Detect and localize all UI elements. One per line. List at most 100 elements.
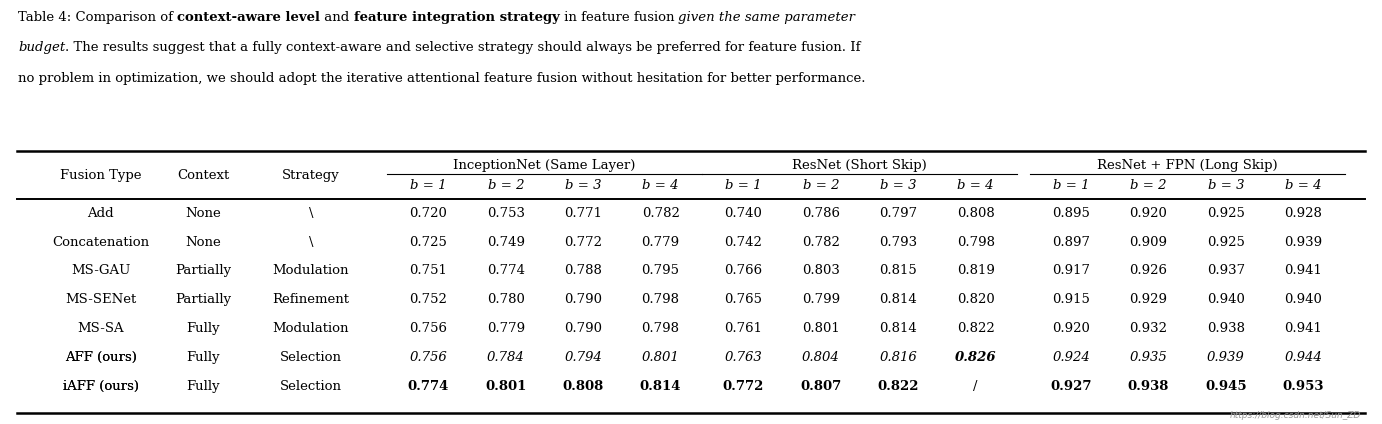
Text: 0.801: 0.801 [641,351,680,364]
Text: 0.779: 0.779 [641,236,680,248]
Text: b = 3: b = 3 [1208,179,1244,192]
Text: b = 3: b = 3 [565,179,601,192]
Text: 0.742: 0.742 [724,236,763,248]
Text: 0.794: 0.794 [564,351,603,364]
Text: 0.752: 0.752 [409,293,448,306]
Text: 0.756: 0.756 [409,351,448,364]
Text: Modulation: Modulation [272,265,350,277]
Text: 0.814: 0.814 [879,322,918,335]
Text: 0.935: 0.935 [1129,351,1168,364]
Text: 0.797: 0.797 [879,207,918,220]
Text: 0.784: 0.784 [486,351,525,364]
Text: Modulation: Modulation [272,322,350,335]
Text: 0.941: 0.941 [1284,322,1323,335]
Text: None: None [185,207,221,220]
Text: 0.786: 0.786 [802,207,840,220]
Text: MS-SA: MS-SA [77,322,124,335]
Text: 0.925: 0.925 [1206,207,1245,220]
Text: Fully: Fully [187,351,220,364]
Text: Partially: Partially [176,293,231,306]
Text: 0.808: 0.808 [956,207,995,220]
Text: 0.814: 0.814 [640,380,681,393]
Text: 0.940: 0.940 [1284,293,1323,306]
Text: 0.795: 0.795 [641,265,680,277]
Text: b = 3: b = 3 [880,179,916,192]
Text: 0.953: 0.953 [1282,380,1324,393]
Text: 0.790: 0.790 [564,322,603,335]
Text: 0.939: 0.939 [1284,236,1323,248]
Text: MS-GAU: MS-GAU [72,265,130,277]
Text: Fully: Fully [187,322,220,335]
Text: 0.915: 0.915 [1052,293,1090,306]
Text: 0.897: 0.897 [1052,236,1090,248]
Text: 0.940: 0.940 [1206,293,1245,306]
Text: 0.798: 0.798 [641,322,680,335]
Text: None: None [185,236,221,248]
Text: 0.801: 0.801 [802,322,840,335]
Text: 0.740: 0.740 [724,207,763,220]
Text: 0.749: 0.749 [486,236,525,248]
Text: 0.782: 0.782 [802,236,840,248]
Text: feature integration strategy: feature integration strategy [354,11,560,24]
Text: ResNet + FPN (Long Skip): ResNet + FPN (Long Skip) [1097,159,1277,172]
Text: AFF (ours): AFF (ours) [65,351,137,364]
Text: 0.725: 0.725 [409,236,448,248]
Text: b = 1: b = 1 [1053,179,1089,192]
Text: given the same parameter: given the same parameter [679,11,855,24]
Text: 0.804: 0.804 [802,351,840,364]
Text: no problem in optimization, we should adopt the iterative attentional feature fu: no problem in optimization, we should ad… [18,72,865,85]
Text: 0.766: 0.766 [724,265,763,277]
Text: Table 4: Comparison of: Table 4: Comparison of [18,11,177,24]
Text: 0.924: 0.924 [1052,351,1090,364]
Text: 0.765: 0.765 [724,293,763,306]
Text: 0.927: 0.927 [1050,380,1092,393]
Text: 0.763: 0.763 [724,351,763,364]
Text: . The results suggest that a fully context-aware and selective strategy should a: . The results suggest that a fully conte… [65,41,861,54]
Text: 0.799: 0.799 [802,293,840,306]
Text: 0.790: 0.790 [564,293,603,306]
Text: 0.928: 0.928 [1284,207,1323,220]
Text: 0.929: 0.929 [1129,293,1168,306]
Text: AFF (ours): AFF (ours) [65,351,137,364]
Text: Partially: Partially [176,265,231,277]
Text: in feature fusion: in feature fusion [560,11,679,24]
Text: 0.920: 0.920 [1052,322,1090,335]
Text: 0.938: 0.938 [1206,322,1245,335]
Text: 0.772: 0.772 [723,380,764,393]
Text: 0.932: 0.932 [1129,322,1168,335]
Text: 0.753: 0.753 [486,207,525,220]
Text: 0.920: 0.920 [1129,207,1168,220]
Text: 0.808: 0.808 [562,380,604,393]
Text: 0.798: 0.798 [641,293,680,306]
Text: 0.926: 0.926 [1129,265,1168,277]
Text: b = 4: b = 4 [643,179,679,192]
Text: \: \ [308,207,314,220]
Text: b = 2: b = 2 [1130,179,1166,192]
Text: 0.945: 0.945 [1205,380,1247,393]
Text: budget: budget [18,41,65,54]
Text: 0.820: 0.820 [956,293,995,306]
Text: Fully: Fully [187,380,220,393]
Text: 0.937: 0.937 [1206,265,1245,277]
Text: 0.939: 0.939 [1206,351,1245,364]
Text: 0.917: 0.917 [1052,265,1090,277]
Text: 0.772: 0.772 [564,236,603,248]
Text: 0.720: 0.720 [409,207,448,220]
Text: and: and [321,11,354,24]
Text: 0.925: 0.925 [1206,236,1245,248]
Text: \: \ [308,236,314,248]
Text: MS-SENet: MS-SENet [65,293,137,306]
Text: 0.814: 0.814 [879,293,918,306]
Text: InceptionNet (Same Layer): InceptionNet (Same Layer) [453,159,636,172]
Text: Add: Add [87,207,115,220]
Text: Context: Context [177,169,229,182]
Text: 0.774: 0.774 [408,380,449,393]
Text: 0.774: 0.774 [486,265,525,277]
Text: 0.801: 0.801 [485,380,527,393]
Text: 0.798: 0.798 [956,236,995,248]
Text: 0.782: 0.782 [641,207,680,220]
Text: Refinement: Refinement [272,293,350,306]
Text: b = 4: b = 4 [958,179,994,192]
Text: 0.756: 0.756 [409,322,448,335]
Text: b = 2: b = 2 [488,179,524,192]
